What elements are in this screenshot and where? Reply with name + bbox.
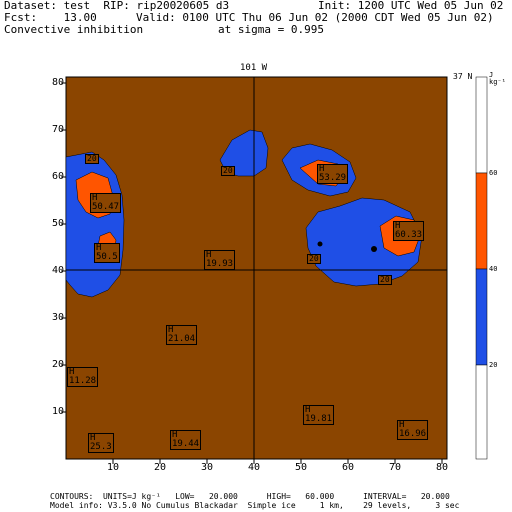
colorbar-tick-60: 60 <box>489 169 498 177</box>
max-label: H 50.5 <box>94 243 120 263</box>
max-label: H 19.44 <box>170 430 202 450</box>
y-tick-40: 40 <box>51 265 64 276</box>
forecast-hour: Fcst: 13.00 <box>4 11 97 24</box>
x-tick-20: 20 <box>153 462 167 473</box>
y-tick-70: 70 <box>51 124 64 135</box>
station-dot-1 <box>317 241 323 247</box>
model-info: Model info: V3.5.0 No Cumulus Blackadar … <box>50 501 460 510</box>
longitude-label: 101 W <box>240 63 268 73</box>
y-tick-80: 80 <box>51 77 64 88</box>
latitude-label: 37 N <box>453 72 473 81</box>
max-label: H 21.04 <box>166 325 198 345</box>
contour-label: 20 <box>85 154 99 164</box>
y-tick-10: 10 <box>51 406 64 417</box>
x-tick-60: 60 <box>341 462 355 473</box>
colorbar-white-top <box>475 76 488 174</box>
x-tick-40: 40 <box>247 462 261 473</box>
max-label: H 11.28 <box>67 367 99 387</box>
max-label: H 53.29 <box>317 164 349 184</box>
max-label: H 19.93 <box>204 250 236 270</box>
colorbar-white-bottom <box>475 364 488 460</box>
max-label: H 50.47 <box>90 193 122 213</box>
max-label: H 19.81 <box>303 405 335 425</box>
colorbar-units: J kg⁻¹ <box>489 71 506 86</box>
sigma-level: at sigma = 0.995 <box>218 23 324 36</box>
x-tick-10: 10 <box>106 462 120 473</box>
y-tick-30: 30 <box>51 312 64 323</box>
init-time: Init: 1200 UTC Wed 05 Jun 02 <box>318 0 504 12</box>
max-label: H 25.3 <box>88 433 114 453</box>
y-tick-50: 50 <box>51 218 64 229</box>
x-tick-80: 80 <box>435 462 449 473</box>
station-dot-2 <box>371 246 377 252</box>
dataset-label: Dataset: test RIP: rip20020605 d3 <box>4 0 230 12</box>
field-name: Convective inhibition <box>4 23 144 36</box>
colorbar-blue <box>475 268 488 366</box>
y-tick-20: 20 <box>51 359 64 370</box>
colorbar-orange <box>475 172 488 270</box>
y-tick-60: 60 <box>51 171 64 182</box>
axis-ticks <box>61 82 443 464</box>
colorbar <box>475 76 488 460</box>
contour-label: 20 <box>221 166 235 176</box>
valid-time: Valid: 0100 UTC Thu 06 Jun 02 (2000 CDT … <box>136 11 494 24</box>
contour-label: 20 <box>307 254 321 264</box>
x-tick-30: 30 <box>200 462 214 473</box>
x-tick-70: 70 <box>388 462 402 473</box>
colorbar-tick-20: 20 <box>489 361 498 369</box>
contour-label: 20 <box>378 275 392 285</box>
colorbar-tick-40: 40 <box>489 265 498 273</box>
contour-info: CONTOURS: UNITS=J kg⁻¹ LOW= 20.000 HIGH=… <box>50 492 450 501</box>
max-label: H 60.33 <box>393 221 425 241</box>
x-tick-50: 50 <box>294 462 308 473</box>
max-label: H 16.96 <box>397 420 429 440</box>
